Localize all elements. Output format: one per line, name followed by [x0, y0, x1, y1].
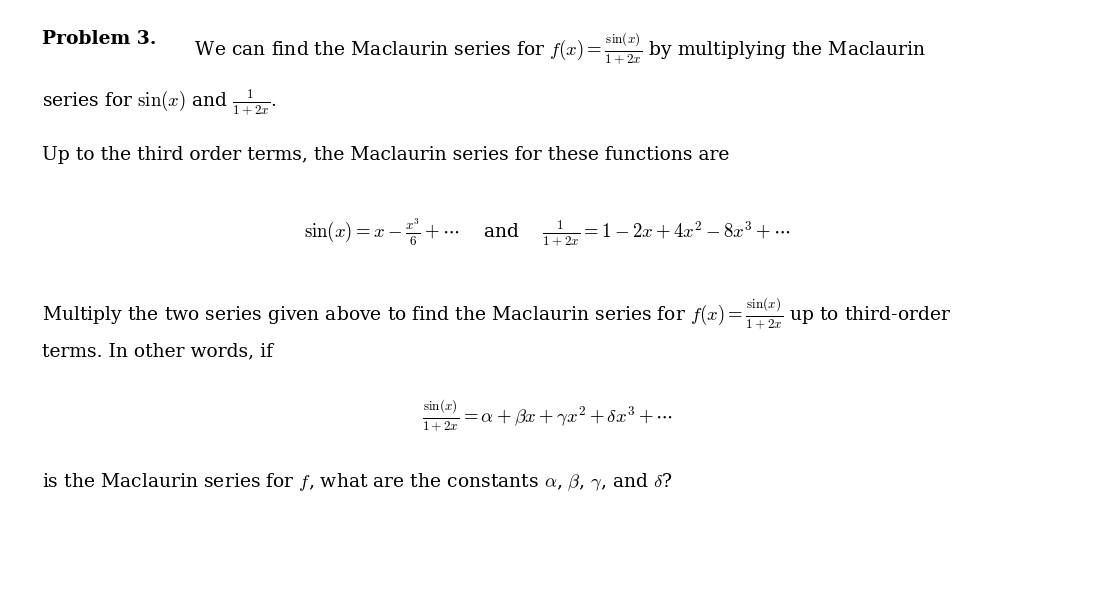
Text: series for $\sin(x)$ and $\frac{1}{1+2x}$.: series for $\sin(x)$ and $\frac{1}{1+2x}… — [42, 88, 276, 118]
Text: $\sin(x) = x - \frac{x^3}{6} + \cdots$    and    $\frac{1}{1+2x} = 1 - 2x + 4x^2: $\sin(x) = x - \frac{x^3}{6} + \cdots$ a… — [304, 217, 791, 248]
Text: Multiply the two series given above to find the Maclaurin series for $f(x) = \fr: Multiply the two series given above to f… — [42, 296, 950, 331]
Text: Up to the third order terms, the Maclaurin series for these functions are: Up to the third order terms, the Maclaur… — [42, 146, 729, 165]
Text: Problem 3.: Problem 3. — [42, 30, 155, 49]
Text: is the Maclaurin series for $f$, what are the constants $\alpha$, $\beta$, $\gam: is the Maclaurin series for $f$, what ar… — [42, 471, 672, 493]
Text: We can find the Maclaurin series for $f(x) = \frac{\sin(x)}{1+2x}$ by multiplyin: We can find the Maclaurin series for $f(… — [189, 30, 926, 66]
Text: terms. In other words, if: terms. In other words, if — [42, 343, 273, 361]
Text: $\frac{\sin(x)}{1+2x} = \alpha + \beta x + \gamma x^2 + \delta x^3 + \cdots$: $\frac{\sin(x)}{1+2x} = \alpha + \beta x… — [422, 398, 673, 433]
